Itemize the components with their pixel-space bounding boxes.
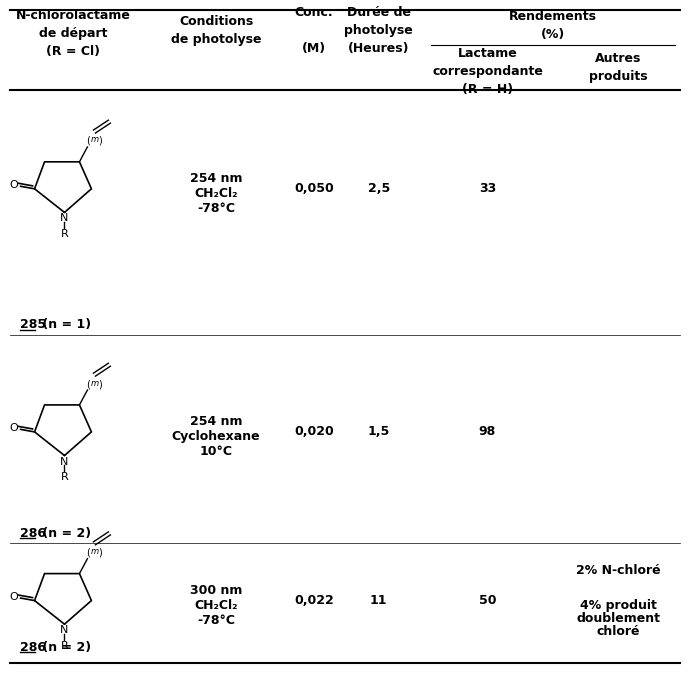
- Text: (n = 2): (n = 2): [38, 526, 91, 539]
- Text: 254 nm: 254 nm: [190, 172, 242, 186]
- Text: ): ): [98, 547, 103, 558]
- Text: Durée de
photolyse
(Heures): Durée de photolyse (Heures): [345, 5, 413, 55]
- Text: ): ): [98, 136, 103, 146]
- Text: CH₂Cl₂: CH₂Cl₂: [195, 187, 238, 200]
- Text: (n = 1): (n = 1): [38, 318, 91, 331]
- Text: O: O: [9, 423, 18, 433]
- Text: 0,020: 0,020: [294, 425, 334, 438]
- Text: 285: 285: [19, 318, 45, 331]
- Text: N: N: [61, 213, 69, 223]
- Text: 2,5: 2,5: [367, 182, 390, 195]
- Text: 1,5: 1,5: [367, 425, 390, 438]
- Text: -78°C: -78°C: [197, 202, 235, 215]
- Text: N: N: [61, 625, 69, 635]
- Text: Cyclohexane: Cyclohexane: [172, 431, 261, 443]
- Text: 50: 50: [479, 594, 496, 607]
- Text: 286: 286: [19, 641, 45, 653]
- Text: N: N: [61, 456, 69, 466]
- Text: Conc.

(M): Conc. (M): [294, 5, 333, 55]
- Text: 254 nm: 254 nm: [190, 416, 242, 429]
- Text: chloré: chloré: [596, 625, 640, 638]
- Text: ): ): [98, 379, 103, 389]
- Text: 11: 11: [370, 594, 387, 607]
- Text: O: O: [9, 592, 18, 602]
- Text: O: O: [9, 180, 18, 190]
- Text: R: R: [61, 230, 68, 239]
- Text: (: (: [87, 379, 90, 389]
- Text: 300 nm: 300 nm: [190, 584, 242, 597]
- Text: (: (: [87, 547, 90, 558]
- Text: Rendements
(%): Rendements (%): [509, 9, 596, 40]
- Text: 33: 33: [479, 182, 496, 195]
- Text: R: R: [61, 472, 68, 483]
- Text: (: (: [87, 136, 90, 146]
- Text: 0,050: 0,050: [294, 182, 334, 195]
- Text: m: m: [90, 547, 98, 556]
- Text: (n = 2): (n = 2): [38, 641, 91, 653]
- Text: 0,022: 0,022: [294, 594, 334, 607]
- Text: 286: 286: [19, 526, 45, 539]
- Text: 10°C: 10°C: [200, 446, 233, 458]
- Text: N-chlorolactame
de départ
(R = Cl): N-chlorolactame de départ (R = Cl): [16, 9, 131, 57]
- Text: Lactame
correspondante
(R = H): Lactame correspondante (R = H): [432, 47, 543, 97]
- Text: CH₂Cl₂: CH₂Cl₂: [195, 599, 238, 612]
- Text: 4% produit: 4% produit: [580, 599, 656, 612]
- Text: doublement: doublement: [576, 612, 660, 625]
- Text: m: m: [90, 136, 98, 144]
- Text: Autres
produits: Autres produits: [589, 52, 647, 83]
- Text: 98: 98: [479, 425, 496, 438]
- Text: -78°C: -78°C: [197, 614, 235, 627]
- Text: R: R: [61, 641, 68, 651]
- Text: Conditions
de photolyse: Conditions de photolyse: [171, 15, 261, 45]
- Text: m: m: [90, 379, 98, 387]
- Text: 2% N-chloré: 2% N-chloré: [576, 564, 660, 577]
